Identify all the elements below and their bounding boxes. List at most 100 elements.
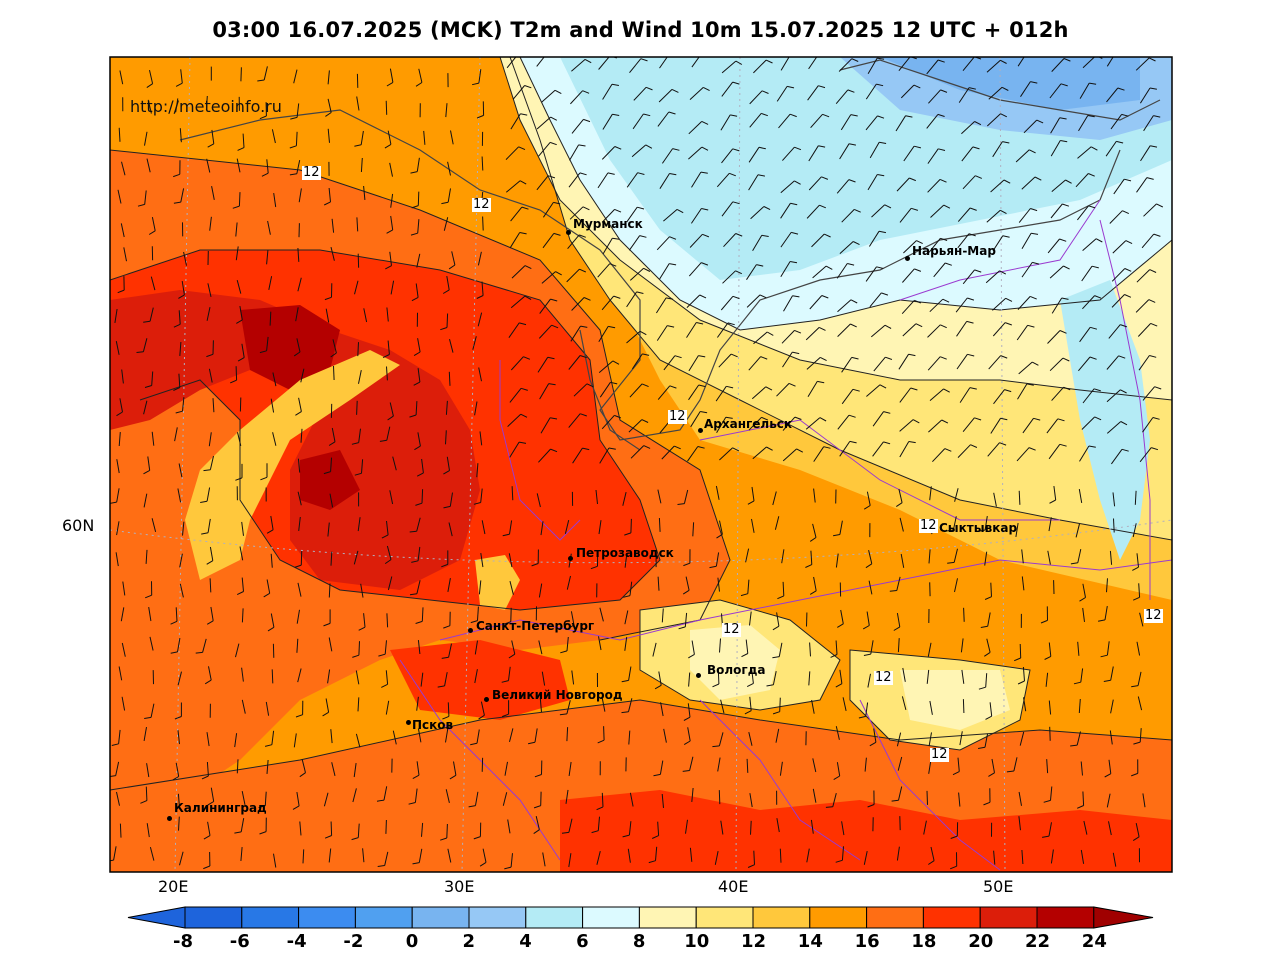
wind-barb (1137, 671, 1142, 686)
wind-barb (722, 270, 736, 284)
wind-barb-feather (966, 320, 974, 324)
wind-barb-feather (1089, 82, 1097, 85)
wind-barb (714, 850, 719, 865)
wind-barb-feather (735, 233, 743, 237)
wind-barb (265, 701, 270, 716)
wind-barb (178, 373, 181, 388)
colorbar-swatch (241, 906, 300, 929)
wind-barb (1081, 265, 1093, 282)
wind-barb-feather (323, 201, 331, 206)
wind-barb-feather (1148, 299, 1156, 303)
wind-barb (118, 666, 123, 681)
wind-barb-feather (553, 201, 561, 205)
wind-barb-feather (786, 85, 795, 89)
wind-barb (566, 700, 571, 715)
wind-barb (929, 700, 933, 715)
wind-barb (923, 820, 927, 835)
wind-barb (1082, 238, 1097, 251)
wind-barb (482, 848, 487, 863)
wind-barb-feather (473, 502, 481, 505)
wind-barb-feather (578, 144, 586, 147)
wind-barb (629, 58, 642, 74)
wind-barb-feather (974, 121, 982, 126)
wind-barb-feather (351, 837, 359, 841)
wind-barb (330, 551, 333, 566)
wind-barb (114, 309, 118, 323)
wind-barb-feather (1004, 389, 1012, 393)
wind-barb (142, 338, 148, 352)
wind-barb (444, 672, 448, 686)
wind-barb (389, 251, 392, 266)
wind-barb (928, 549, 931, 564)
wind-barb-feather (175, 82, 183, 87)
wind-barb (1078, 698, 1081, 714)
wind-barb (687, 703, 691, 718)
wind-barb-feather (772, 625, 780, 631)
wind-barb (297, 582, 302, 597)
wind-barb (629, 792, 634, 807)
wind-barb (183, 251, 187, 266)
wind-barb-feather (740, 593, 748, 597)
wind-barb (566, 727, 569, 742)
wind-barb (985, 673, 988, 688)
wind-barb (691, 640, 695, 655)
wind-barb-feather (1002, 141, 1010, 144)
wind-barb (360, 130, 364, 145)
wind-barb-feather (408, 802, 416, 805)
wind-barb-feather (1000, 209, 1007, 215)
wind-barb (929, 486, 932, 501)
contour-label: 12 (302, 165, 321, 180)
wind-barb (873, 356, 886, 372)
wind-barb (929, 388, 944, 401)
wind-barb-feather (441, 563, 448, 568)
wind-barb-feather (794, 329, 802, 334)
wind-barb (745, 548, 750, 563)
wind-barb (1019, 731, 1025, 746)
wind-barb (780, 203, 791, 219)
wind-barb (897, 638, 900, 653)
wind-barb-feather (117, 289, 125, 294)
wind-barb (240, 818, 245, 832)
wind-barb-feather (999, 442, 1007, 446)
wind-barb (209, 578, 212, 593)
wind-barb-feather (699, 294, 707, 299)
wind-barb-feather (504, 866, 512, 870)
colorbar-tick-label: -2 (343, 931, 364, 952)
city-dot-petrozavodsk (568, 556, 573, 561)
wind-barb (270, 613, 275, 628)
wind-barb (896, 732, 902, 747)
wind-barb-feather (259, 831, 267, 835)
wind-barb-feather (701, 208, 709, 211)
wind-barb (477, 312, 483, 327)
colorbar-tick-label: -6 (229, 931, 250, 952)
wind-barb (418, 68, 423, 83)
wind-barb (806, 204, 820, 219)
wind-barb-feather (412, 774, 420, 780)
wind-barb (266, 759, 269, 774)
wind-barb-feather (968, 87, 977, 90)
wind-barb-feather (884, 204, 892, 209)
wind-barb (119, 398, 123, 413)
wind-barb-feather (1100, 654, 1108, 658)
wind-barb (692, 522, 695, 537)
wind-barb-feather (940, 237, 948, 241)
wind-barb-feather (579, 268, 587, 273)
wind-barb-feather (448, 264, 456, 270)
wind-barb (1136, 641, 1141, 656)
colorbar-swatch (354, 906, 413, 929)
wind-barb-feather (700, 171, 708, 174)
wind-barb (481, 156, 484, 171)
wind-barb-feather (848, 143, 857, 146)
wind-barb-feather (765, 59, 773, 64)
wind-barb-feather (643, 267, 651, 272)
wind-barb (241, 343, 245, 358)
wind-barb-feather (1070, 744, 1078, 747)
wind-barb (749, 696, 752, 711)
wind-barb-feather (640, 58, 648, 62)
wind-barb (721, 60, 737, 74)
wind-barb-feather (701, 146, 709, 151)
wind-barb (208, 432, 212, 447)
wind-barb-feather (1005, 297, 1013, 302)
colorbar-swatch (582, 906, 640, 929)
wind-barb-feather (850, 299, 858, 304)
